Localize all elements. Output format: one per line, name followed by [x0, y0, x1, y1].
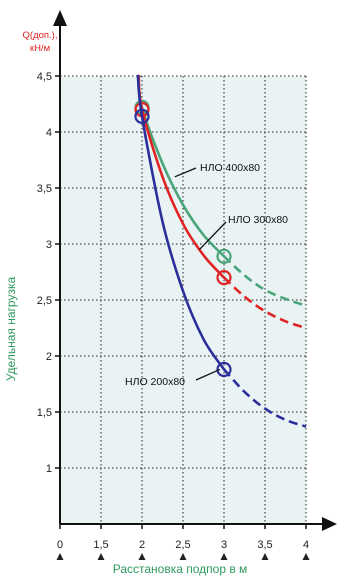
y-tick-label: 2	[46, 351, 52, 363]
x-tick-triangle-icon	[302, 553, 310, 560]
series-marker-x3	[216, 248, 232, 264]
annotation-leader-line	[174, 167, 197, 178]
y-tick-label: 3	[46, 239, 52, 251]
y-tick-label: 1	[46, 463, 52, 475]
x-tick-triangle-icon	[138, 553, 146, 560]
series-marker-x3	[216, 361, 232, 378]
x-tick-label: 3	[221, 539, 227, 551]
series-dashed-line	[223, 276, 307, 330]
series-dashed-line	[223, 368, 307, 428]
annotation-leader-line	[198, 221, 227, 251]
y-axis-title: Удельная нагрузка	[4, 277, 18, 382]
grid-lines	[60, 75, 307, 524]
x-tick-label: 1,5	[93, 539, 108, 551]
y-axis-unit-line2: кН/м	[30, 43, 50, 54]
x-axis-ticks: 0 1,5 2 2,5 3 3,5 4	[56, 524, 310, 560]
x-tick-triangle-icon	[56, 553, 64, 560]
annotation-label: НЛО 400х80	[200, 162, 260, 174]
y-tick-label: 1,5	[37, 407, 52, 419]
x-tick-triangle-icon	[261, 553, 269, 560]
y-axis-arrow-icon	[53, 10, 67, 26]
series-solid-line	[136, 74, 226, 371]
y-tick-label: 2,5	[37, 295, 52, 307]
y-tick-label: 4,5	[37, 71, 52, 83]
series-dashed-line	[223, 255, 307, 307]
x-tick-triangle-icon	[179, 553, 187, 560]
series-3	[134, 74, 307, 428]
y-tick-label: 4	[46, 127, 52, 139]
y-axis-unit-line1: Q(доп.),	[23, 30, 58, 41]
series-marker-start	[134, 108, 150, 124]
series-marker-x3	[216, 270, 232, 286]
series-layer	[134, 74, 307, 428]
x-tick-label: 2,5	[175, 539, 190, 551]
x-tick-label: 3,5	[257, 539, 272, 551]
x-tick-label: 4	[303, 539, 309, 551]
annotation-layer: НЛО 400х80 НЛО 300х80 НЛО 200х80	[125, 162, 288, 388]
x-axis-arrow-icon	[322, 517, 337, 531]
x-axis-title: Расстановка подпор в м	[113, 562, 248, 576]
annotation-leader-line	[195, 368, 221, 381]
x-tick-label: 2	[139, 539, 145, 551]
annotation-label: НЛО 300х80	[228, 214, 288, 226]
annotation-label: НЛО 200х80	[125, 376, 185, 388]
y-axis-ticks: 1 1,5 2 2,5 3 3,5 4 4,5	[37, 71, 60, 475]
y-tick-label: 3,5	[37, 183, 52, 195]
x-tick-label: 0	[57, 539, 63, 551]
x-tick-triangle-icon	[97, 553, 105, 560]
x-tick-triangle-icon	[220, 553, 228, 560]
